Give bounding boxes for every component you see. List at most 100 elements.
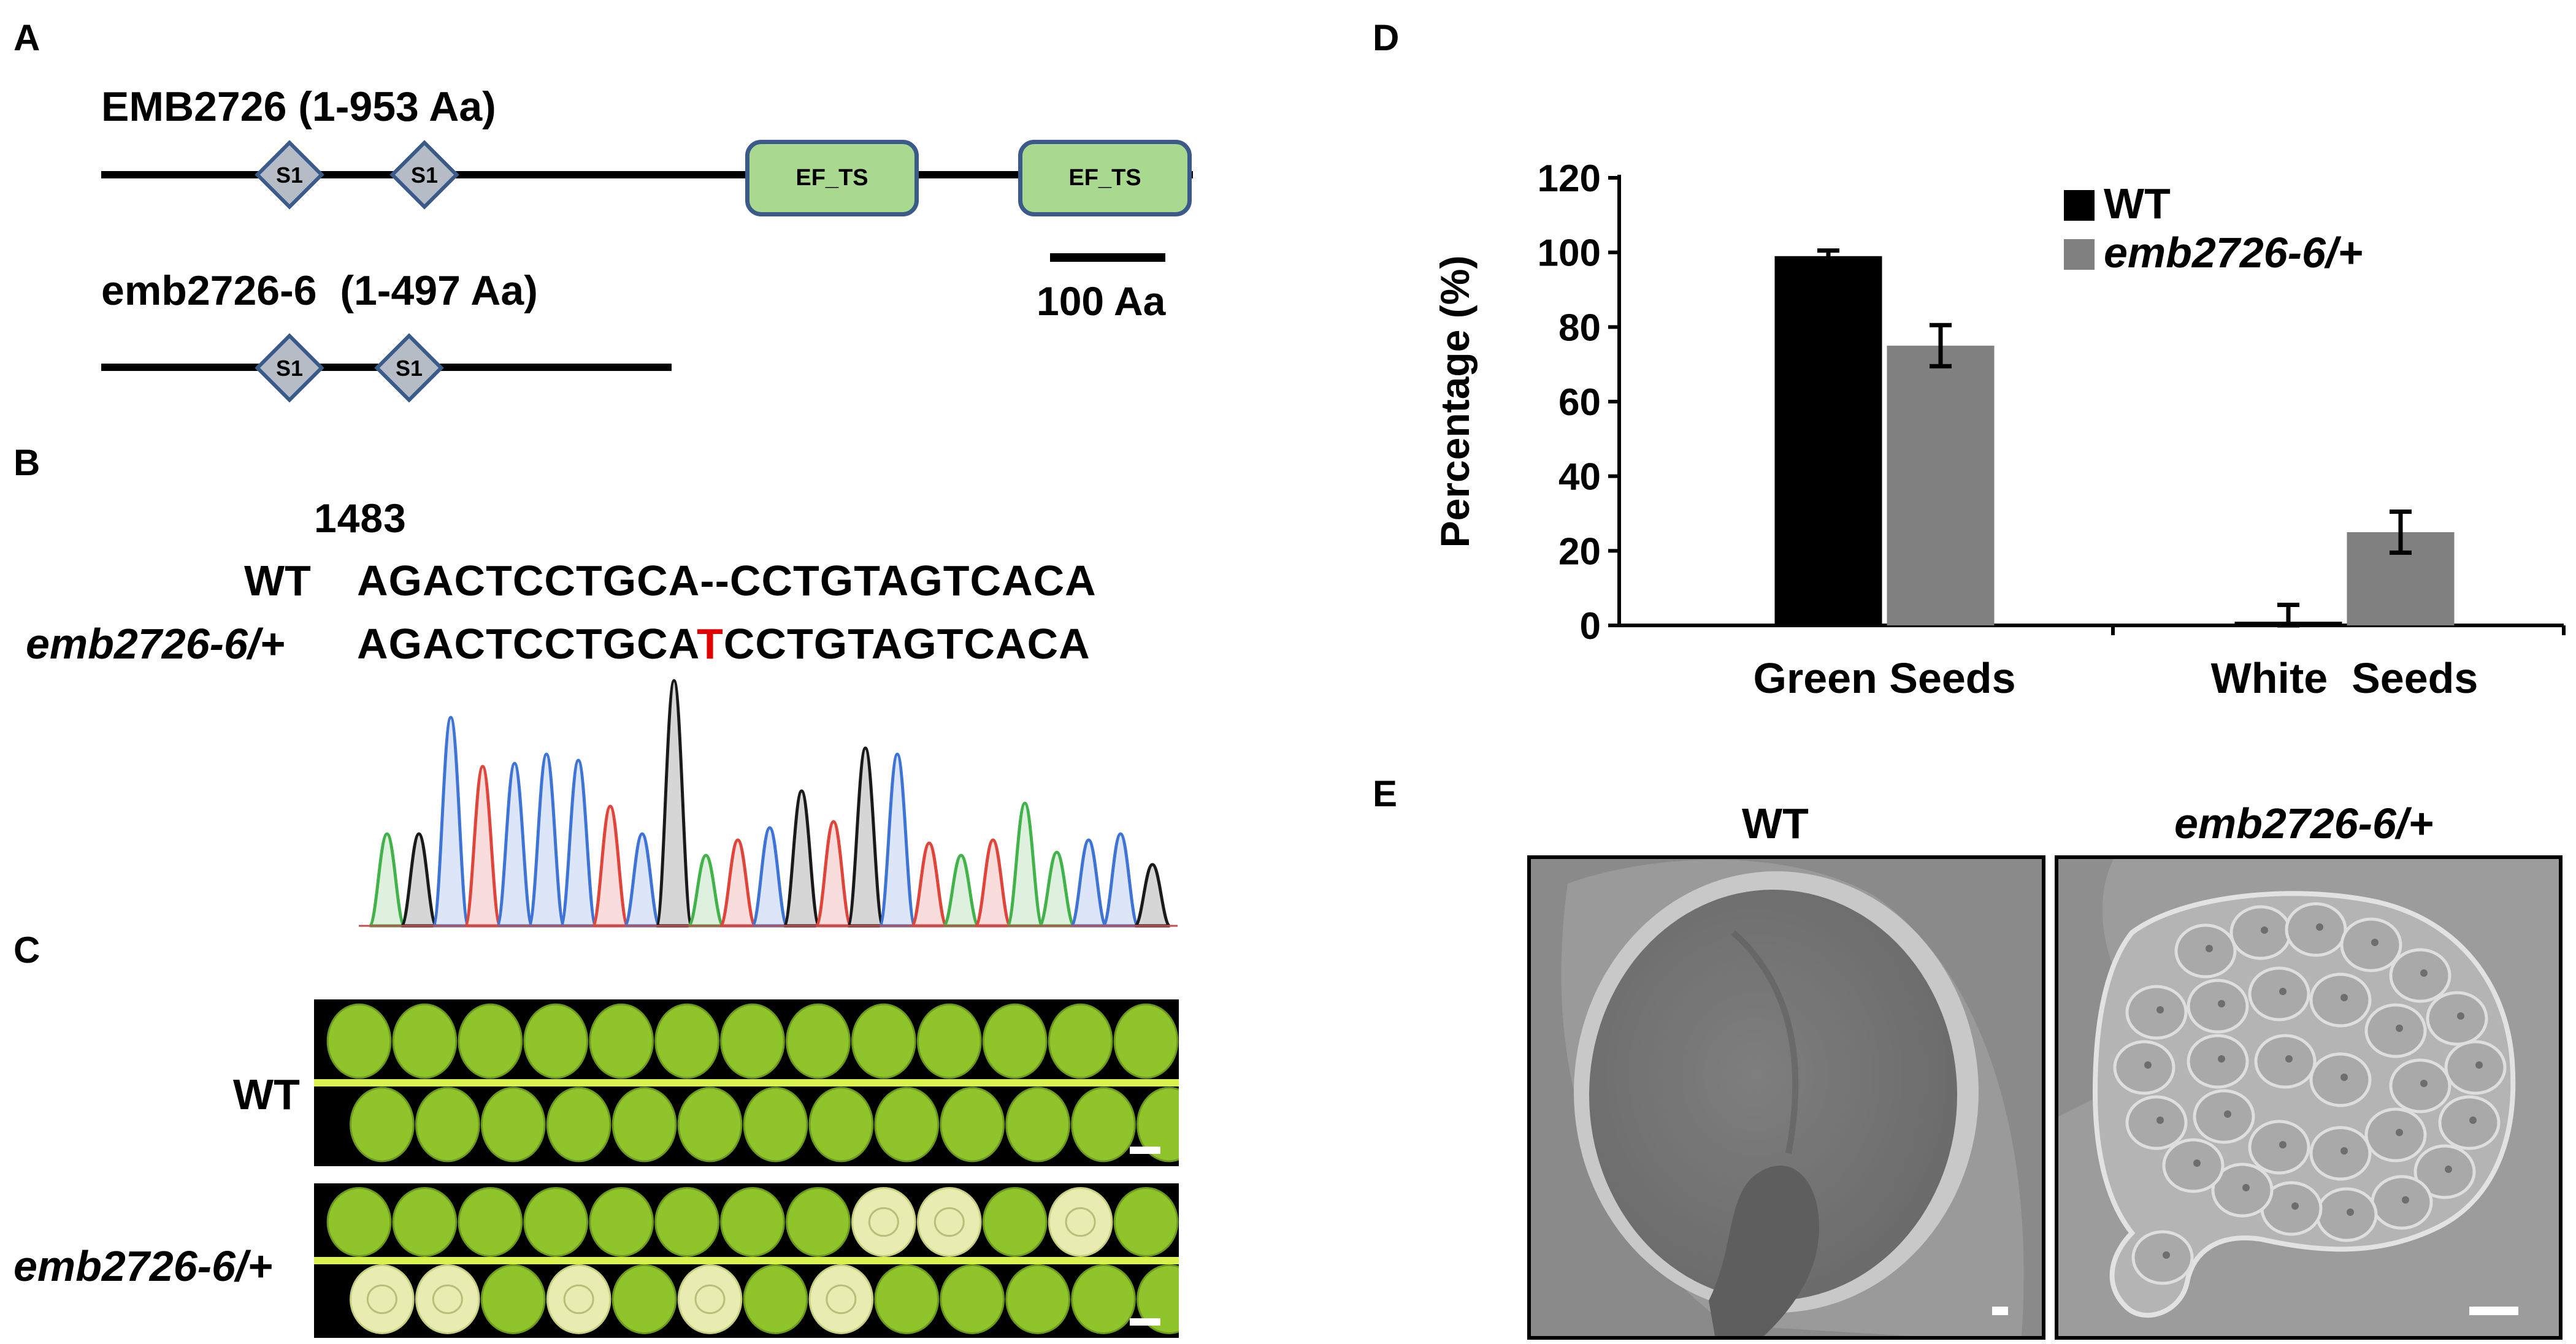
bar <box>1774 256 1882 625</box>
wt-seq-label: WT <box>244 557 311 605</box>
cell-nucleus <box>2347 1208 2354 1216</box>
mutant-seq-before: AGACTCCTGCA <box>357 620 697 668</box>
green-seed <box>611 1264 677 1334</box>
cell-nucleus <box>2242 1184 2250 1191</box>
replum <box>314 1079 1179 1086</box>
cell-nucleus <box>2396 1025 2403 1032</box>
cell-nucleus <box>2402 1196 2409 1204</box>
bar-chart: 0 20 40 60 80 100 120 Percentage (%) Green Seeds… <box>1432 158 2566 702</box>
cell-nucleus <box>2316 923 2323 931</box>
cell-nucleus <box>2206 945 2213 952</box>
chromatogram-peak <box>750 826 789 928</box>
chromatogram-peak <box>399 832 439 928</box>
ef-ts-domain-1: EF_TS <box>745 140 919 216</box>
chromatogram-peak <box>846 746 885 928</box>
seed-ring <box>366 1284 397 1315</box>
white-seed <box>350 1264 415 1334</box>
ef-ts-domain-2: EF_TS <box>1018 140 1192 216</box>
embryo-cell <box>2309 972 2372 1028</box>
green-seed <box>589 1003 654 1079</box>
cell-nucleus <box>2285 1055 2293 1063</box>
white-seed <box>851 1187 916 1257</box>
embryo-cell <box>2364 1107 2427 1163</box>
chromatogram <box>359 679 1178 928</box>
embryo-cell <box>2413 1144 2476 1199</box>
mutant-protein-title: emb2726-6 (1-497 Aa) <box>101 267 538 314</box>
y-tick-label: 60 <box>1558 381 1601 424</box>
y-tick-label: 80 <box>1558 307 1601 349</box>
white-seed <box>546 1264 611 1334</box>
cell-nucleus <box>2340 1074 2348 1081</box>
cell-nucleus <box>2144 1061 2152 1069</box>
embryo-cell <box>2211 1163 2274 1218</box>
embryo-cell <box>2248 1120 2310 1175</box>
mutant-embryo-image <box>2055 855 2563 1340</box>
seed-ring <box>1065 1207 1096 1237</box>
panel-label-c: C <box>13 930 40 971</box>
seed-ring <box>563 1284 594 1315</box>
mutant-silique-image <box>314 1183 1179 1338</box>
chromatogram-peak <box>527 752 566 928</box>
green-seed <box>940 1264 1005 1334</box>
chromatogram-peak <box>1069 838 1108 928</box>
chromatogram-peak <box>654 679 694 928</box>
chromatogram-peak <box>686 853 726 928</box>
embryo-cell <box>2340 917 2402 972</box>
seed-ring <box>933 1207 965 1237</box>
y-tick-label: 40 <box>1558 456 1601 498</box>
green-seed <box>392 1003 458 1079</box>
cell-nucleus <box>2445 1166 2452 1173</box>
cell-nucleus <box>2457 1012 2464 1020</box>
mut-s1-domain-1-label: S1 <box>275 356 304 381</box>
embryo-cell <box>2285 902 2347 957</box>
legend-label: emb2726-6/+ <box>2104 229 2363 277</box>
y-axis-label: Percentage (%) <box>1432 256 1478 548</box>
green-seed <box>546 1086 611 1163</box>
cell-nucleus <box>2156 1006 2164 1014</box>
cell-nucleus <box>2469 1117 2477 1124</box>
embryo-cell <box>2315 1187 2378 1242</box>
chromatogram-peak <box>878 752 917 928</box>
scale-bar <box>1130 1147 1160 1154</box>
full-protein-backbone <box>101 171 1193 178</box>
cell-nucleus <box>2193 1159 2201 1167</box>
green-seed <box>808 1086 874 1163</box>
green-seed <box>480 1086 546 1163</box>
chromatogram-peak <box>814 820 853 928</box>
y-tick-label: 20 <box>1558 530 1601 573</box>
embryo-cell <box>2125 985 2188 1040</box>
embryo-cell <box>2193 1089 2255 1144</box>
cell-nucleus <box>2340 1147 2348 1155</box>
embryo-cell <box>2309 1052 2372 1107</box>
green-seed <box>589 1187 654 1257</box>
replum <box>314 1257 1179 1264</box>
cell-nucleus <box>2420 969 2428 977</box>
chromatogram-peak <box>463 765 502 928</box>
green-seed <box>1113 1187 1179 1257</box>
chromatogram-peak <box>367 832 407 928</box>
green-seed <box>1113 1003 1179 1079</box>
green-seed <box>458 1187 523 1257</box>
seed-ring <box>694 1284 726 1315</box>
green-seed <box>940 1086 1005 1163</box>
cell-nucleus <box>2218 1055 2225 1063</box>
mutant-silique-label: emb2726-6/+ <box>13 1242 273 1290</box>
green-seed <box>480 1264 546 1334</box>
green-seed <box>1048 1003 1113 1079</box>
panel-label-b: B <box>13 442 40 483</box>
y-tick-label: 100 <box>1538 232 1601 275</box>
chromatogram-peak <box>1101 832 1140 928</box>
category-label: Green Seeds <box>1754 654 2016 702</box>
cell-nucleus <box>2420 1080 2428 1087</box>
embryo-cell <box>2113 1040 2175 1095</box>
embryo-cell <box>2187 1034 2249 1089</box>
cell-nucleus <box>2279 1141 2287 1148</box>
panel-label-a: A <box>13 17 40 58</box>
wt-embryo-image <box>1527 855 2045 1340</box>
green-seed <box>392 1187 458 1257</box>
embryo-cell <box>2187 979 2249 1034</box>
green-seed <box>743 1086 808 1163</box>
green-seed <box>677 1086 743 1163</box>
mut-s1-domain-2-label: S1 <box>395 356 423 381</box>
y-tick-label: 0 <box>1580 605 1601 647</box>
